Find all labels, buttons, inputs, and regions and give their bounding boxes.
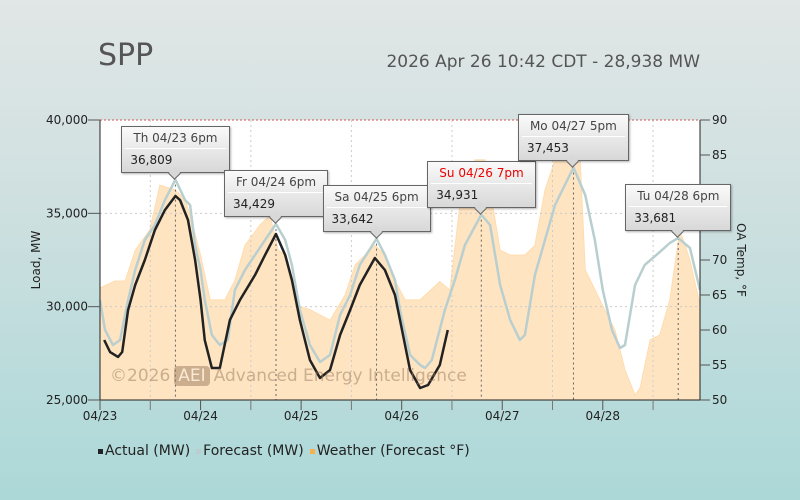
aei-logo: AEI — [174, 366, 210, 386]
watermark-name: Advanced Energy Intelligence — [213, 366, 467, 386]
y2-axis-label: OA Temp, °F — [734, 223, 748, 297]
watermark-copyright: ©2026 — [110, 366, 171, 386]
x-tick-label: 04/27 — [485, 409, 520, 423]
legend-label: Forecast (MW) — [203, 443, 304, 459]
peak-tooltip-value: 33,642 — [331, 211, 374, 226]
peak-tooltip-value: 34,931 — [436, 187, 479, 202]
legend-item-weather[interactable]: Weather (Forecast °F) — [309, 443, 470, 459]
legend-item-actual[interactable]: Actual (MW) — [98, 443, 190, 459]
legend: Actual (MW) Forecast (MW) Weather (Forec… — [98, 443, 470, 459]
peak-tooltip-value: 34,429 — [232, 196, 275, 211]
peak-tooltip: Fr 04/24 6pm 34,429 — [223, 169, 329, 217]
y2-tick-label: 65 — [712, 288, 727, 302]
legend-swatch — [196, 448, 202, 454]
peak-tooltip: Th 04/23 6pm 36,809 — [121, 125, 230, 173]
legend-item-forecast[interactable]: Forecast (MW) — [196, 443, 304, 459]
y2-tick-label: 70 — [712, 253, 727, 267]
chart-subtitle: 2026 Apr 26 10:42 CDT - 28,938 MW — [386, 52, 700, 72]
peak-tooltip: Su 04/26 7pm 34,931 — [427, 160, 536, 208]
peak-tooltip-time: Th 04/23 6pm — [125, 127, 226, 149]
y2-tick-label: 60 — [712, 323, 727, 337]
y2-tick-label: 90 — [712, 113, 727, 127]
x-tick-label: 04/24 — [183, 409, 218, 423]
y2-tick-label: 85 — [712, 148, 727, 162]
peak-tooltip: Mo 04/27 5pm 37,453 — [517, 113, 629, 161]
peak-tooltip-value: 37,453 — [526, 140, 569, 155]
legend-swatch — [309, 448, 315, 454]
peak-tooltip-value: 33,681 — [634, 210, 677, 225]
legend-label: Weather (Forecast °F) — [316, 443, 470, 459]
y-tick-label: 25,000 — [46, 393, 88, 407]
x-tick-label: 04/23 — [83, 409, 118, 423]
peak-tooltip-time: Sa 04/25 6pm — [326, 186, 427, 208]
y-tick-label: 35,000 — [46, 206, 88, 220]
y2-tick-label: 50 — [712, 393, 727, 407]
chart-title: SPP — [98, 38, 154, 73]
peak-tooltip: Tu 04/28 6pm 33,681 — [625, 183, 732, 231]
legend-label: Actual (MW) — [105, 443, 191, 459]
peak-tooltip-value: 36,809 — [130, 152, 173, 167]
x-tick-label: 04/25 — [284, 409, 319, 423]
legend-swatch — [98, 448, 103, 454]
forecast-line — [98, 166, 702, 370]
y-axis-label: Load, MW — [29, 231, 43, 290]
actual-line — [103, 194, 449, 390]
y2-tick-label: 55 — [712, 358, 727, 372]
y-tick-label: 30,000 — [46, 300, 88, 314]
peak-tooltip-time: Su 04/26 7pm — [431, 162, 532, 184]
peak-tooltip-time: Tu 04/28 6pm — [629, 185, 728, 207]
peak-tooltip-time: Fr 04/24 6pm — [227, 171, 325, 193]
x-tick-label: 04/26 — [384, 409, 419, 423]
watermark: ©2026 AEI Advanced Energy Intelligence — [110, 366, 467, 386]
peak-tooltip: Sa 04/25 6pm 33,642 — [322, 184, 431, 232]
peak-tooltip-time: Mo 04/27 5pm — [521, 115, 625, 137]
y-tick-label: 40,000 — [46, 113, 88, 127]
x-tick-label: 04/28 — [585, 409, 620, 423]
